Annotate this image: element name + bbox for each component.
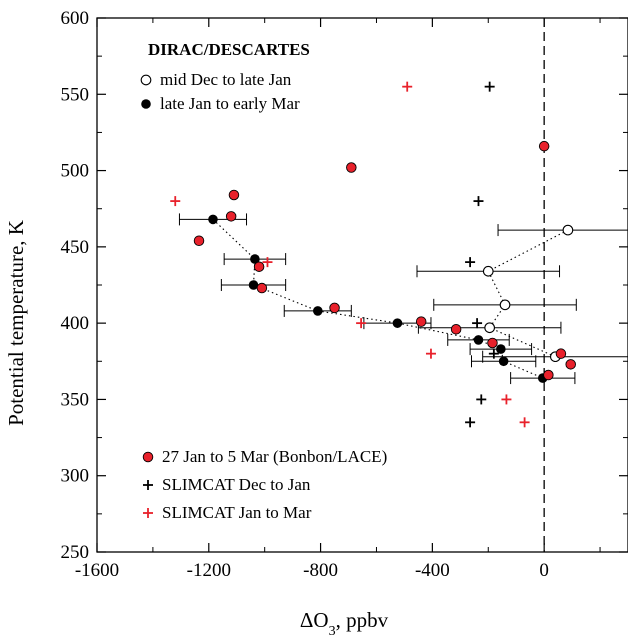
- data-point-black-plus: [472, 318, 483, 329]
- data-point-red-circle: [538, 140, 550, 152]
- data-point-black-plus: [465, 417, 476, 428]
- data-point-red-circle: [487, 337, 498, 349]
- legend-marker: [142, 451, 154, 463]
- legend-label: 27 Jan to 5 Mar (Bonbon/LACE): [162, 447, 387, 466]
- data-point-red-circle: [193, 235, 205, 247]
- data-point-filled-circle: [473, 335, 484, 345]
- legend-label: mid Dec to late Jan: [160, 70, 292, 89]
- plot-area: [170, 18, 628, 552]
- x-tick-label: -1200: [187, 560, 231, 581]
- x-axis-label: ΔO3, ppbv: [300, 608, 389, 635]
- data-point-red-circle: [253, 261, 265, 272]
- x-axis-label-suffix: , ppbv: [336, 608, 389, 632]
- legend-marker: [140, 74, 152, 86]
- series-connector: [487, 229, 569, 358]
- data-point-red-circle: [256, 282, 268, 294]
- data-point-red-circle: [555, 348, 567, 359]
- data-point-black-plus: [476, 394, 487, 405]
- data-point-red-plus: [356, 318, 367, 329]
- y-tick-label: 250: [61, 542, 90, 563]
- y-tick-label: 300: [61, 466, 90, 487]
- x-axis-label-subscript: 3: [329, 624, 336, 635]
- data-point-black-plus: [488, 348, 499, 359]
- legend-marker: [141, 99, 151, 109]
- data-point-red-circle: [450, 323, 462, 335]
- x-tick-label: -800: [303, 560, 338, 581]
- data-point-black-plus: [473, 196, 484, 207]
- y-tick-label: 400: [61, 313, 90, 334]
- data-point-red-plus: [170, 196, 181, 207]
- x-tick-label: -1600: [75, 560, 119, 581]
- data-point-red-plus: [501, 394, 512, 405]
- data-point-red-plus: [425, 348, 436, 359]
- data-point-filled-circle: [250, 254, 260, 264]
- data-point-red-circle: [346, 162, 357, 173]
- data-point-open-circle: [499, 299, 511, 311]
- axes: -1600 -1200 -800 -400 0 250 300 350 400 450 500 550…: [61, 8, 628, 581]
- data-point-filled-circle: [392, 318, 403, 328]
- data-point-red-circle: [565, 359, 576, 370]
- y-tick-label: 550: [61, 84, 90, 105]
- data-point-open-circle: [484, 322, 496, 334]
- x-tick-label: 0: [539, 560, 549, 581]
- data-point-red-plus: [262, 257, 273, 268]
- data-point-red-circle: [329, 302, 340, 314]
- data-point-red-plus: [519, 417, 530, 428]
- data-point-red-plus: [402, 81, 413, 92]
- x-tick-label: -400: [415, 560, 450, 581]
- y-axis-label: Potential temperature, K: [4, 220, 28, 426]
- legend-title: DIRAC/DESCARTES: [148, 40, 310, 59]
- legends: DIRAC/DESCARTES mid Dec to late Jan late J…: [140, 40, 387, 522]
- data-point-open-circle: [562, 224, 574, 236]
- legend-marker: [143, 480, 153, 490]
- data-point-filled-circle: [208, 214, 218, 225]
- data-point-red-circle: [228, 189, 240, 201]
- data-point-black-plus: [484, 81, 495, 92]
- legend-label: late Jan to early Mar: [160, 94, 300, 113]
- data-point-filled-circle: [496, 344, 506, 354]
- data-point-black-plus: [465, 257, 476, 268]
- data-point-filled-circle: [498, 356, 509, 367]
- legend-label: SLIMCAT Jan to Mar: [162, 503, 312, 522]
- data-point-open-circle: [482, 265, 494, 277]
- data-point-red-circle: [543, 369, 554, 381]
- data-point-red-circle: [225, 211, 237, 222]
- legend-marker: [143, 508, 153, 518]
- legend-label: SLIMCAT Dec to Jan: [162, 475, 311, 494]
- y-tick-label: 500: [61, 161, 90, 182]
- data-point-red-circle: [415, 316, 427, 327]
- data-point-filled-circle: [248, 280, 259, 290]
- y-tick-label: 600: [61, 8, 90, 29]
- y-tick-label: 350: [61, 389, 90, 410]
- y-tick-label: 450: [61, 237, 90, 258]
- data-point-filled-circle: [312, 306, 323, 316]
